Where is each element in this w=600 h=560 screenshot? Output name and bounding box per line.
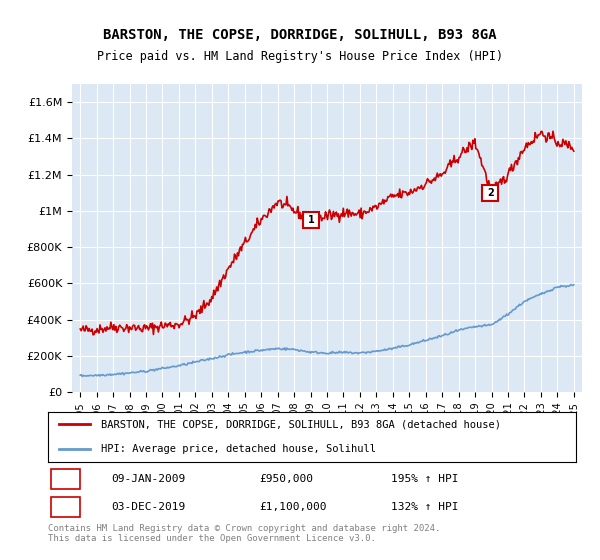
Text: 132% ↑ HPI: 132% ↑ HPI [391, 502, 459, 512]
Text: £950,000: £950,000 [259, 474, 313, 484]
Text: 09-JAN-2009: 09-JAN-2009 [112, 474, 185, 484]
Text: 03-DEC-2019: 03-DEC-2019 [112, 502, 185, 512]
Text: Price paid vs. HM Land Registry's House Price Index (HPI): Price paid vs. HM Land Registry's House … [97, 50, 503, 63]
Text: 1: 1 [308, 215, 314, 225]
FancyBboxPatch shape [50, 497, 80, 517]
Text: BARSTON, THE COPSE, DORRIDGE, SOLIHULL, B93 8GA (detached house): BARSTON, THE COPSE, DORRIDGE, SOLIHULL, … [101, 419, 501, 429]
Text: 2: 2 [62, 502, 68, 512]
Text: HPI: Average price, detached house, Solihull: HPI: Average price, detached house, Soli… [101, 445, 376, 454]
Text: £1,100,000: £1,100,000 [259, 502, 327, 512]
Text: 2: 2 [487, 188, 494, 198]
FancyBboxPatch shape [50, 469, 80, 489]
Text: 1: 1 [62, 474, 68, 484]
Text: 195% ↑ HPI: 195% ↑ HPI [391, 474, 459, 484]
Text: Contains HM Land Registry data © Crown copyright and database right 2024.
This d: Contains HM Land Registry data © Crown c… [48, 524, 440, 543]
Text: BARSTON, THE COPSE, DORRIDGE, SOLIHULL, B93 8GA: BARSTON, THE COPSE, DORRIDGE, SOLIHULL, … [103, 28, 497, 42]
